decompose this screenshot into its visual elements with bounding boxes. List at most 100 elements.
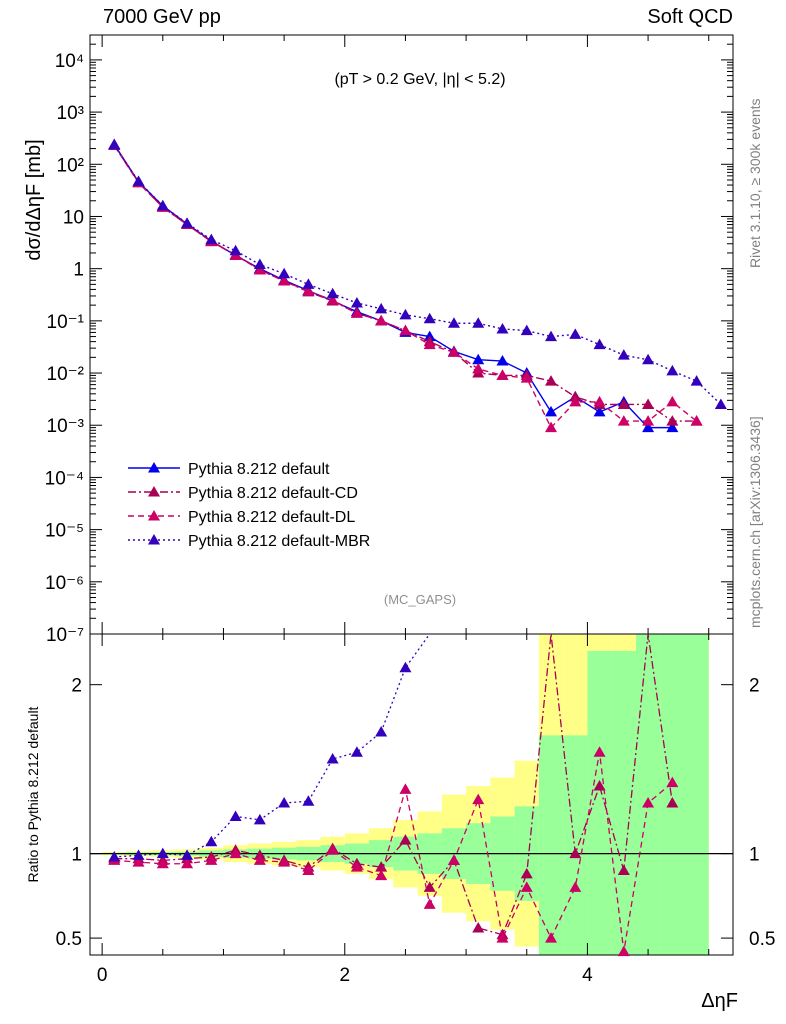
data-point [472,353,485,365]
band-inner-segment [660,634,685,955]
data-point [447,346,460,357]
data-point [326,753,339,764]
ratio-series-line [114,633,673,936]
band-inner-segment [587,650,612,955]
data-point [205,233,218,245]
data-point [666,415,679,426]
data-point [617,415,630,426]
series-line [113,145,697,422]
data-point [642,398,655,409]
data-point [253,854,266,865]
data-point [666,364,679,376]
main-y-axis: 10⁻⁷ 10⁻⁶ 10⁻⁵ 10⁻⁴ 10⁻³ 10⁻² 10⁻¹ 1 10 10² 10³ 10⁴ [45,34,733,646]
data-point [472,921,485,933]
ratio-series-2 [108,746,679,957]
data-point [399,308,412,320]
data-point [545,375,558,386]
data-point [520,867,533,879]
data-point [642,796,655,808]
data-point [302,864,315,876]
data-point [278,856,291,867]
data-point [132,175,145,186]
data-point [593,338,606,350]
data-point [278,796,291,808]
x-tick-label: 2 [339,965,350,986]
data-point [569,881,582,892]
x-axis-title: ΔηF [701,990,738,1012]
series-line [113,144,722,405]
y-tick-label: 10⁴ [55,51,84,72]
data-point [326,287,339,299]
data-point [375,725,388,737]
cut-annotation: (pT > 0.2 GeV, |η| < 5.2) [334,71,505,88]
data-point [666,796,679,808]
data-point [399,661,412,673]
data-point [666,395,679,407]
y-tick-label: 10⁻² [47,364,85,385]
data-point [181,849,194,860]
series-3 [108,139,703,433]
data-point [545,932,558,943]
data-point [593,780,606,791]
y-tick-label: 10⁻⁶ [45,573,84,594]
data-point [205,854,218,865]
data-point [278,275,291,286]
data-point [156,199,169,211]
x-tick-label: 0 [97,965,108,986]
data-point [617,398,630,409]
data-point [148,462,160,473]
data-point [132,849,145,860]
data-point [148,486,160,497]
y-tick-label: 1 [73,260,84,281]
data-point [545,421,558,433]
x-axis: 0 2 4 [97,35,710,986]
data-point [593,395,606,407]
series-4 [108,138,727,409]
band-inner-segment [635,634,661,955]
data-point [399,324,412,336]
ratio-y-axis: 0.5 0.5 1 1 2 2 [56,676,776,950]
data-point [520,372,533,383]
data-point [666,421,679,433]
y-tick-label: 10 [63,207,84,228]
data-point [156,847,169,859]
band-inner-segment [563,735,588,955]
y-tick-label: 10³ [57,103,84,124]
data-point [108,138,121,150]
data-point [617,349,630,360]
band-inner-segment [611,650,636,955]
data-point [181,217,194,228]
data-point [423,898,436,909]
data-point [642,353,655,365]
data-point [148,510,160,521]
data-point [496,355,509,366]
data-point [545,330,558,342]
data-point [423,881,436,892]
y-tick-label: 10² [57,155,84,176]
data-point [302,795,315,806]
data-point [617,864,630,876]
y-tick-label-right: 1 [749,845,760,866]
data-point [642,415,655,426]
y-tick-label: 2 [71,676,82,697]
data-point [132,856,145,867]
data-point [375,302,388,314]
legend-label: Pythia 8.212 default [188,461,330,478]
data-point [496,322,509,334]
data-point [375,314,388,326]
data-point [350,296,363,308]
legend: Pythia 8.212 default Pythia 8.212 default… [128,461,370,550]
data-point [690,415,703,426]
y-tick-label: 10⁻¹ [47,312,85,333]
data-point [229,244,242,256]
data-point [399,783,412,794]
y-tick-label: 10⁻³ [47,416,85,437]
data-point [472,317,485,328]
data-point [714,398,727,409]
data-point [229,810,242,821]
y-tick-label: 10⁻⁵ [45,521,84,542]
y-tick-label-right: 2 [749,676,760,697]
data-point [326,294,339,305]
data-point [520,881,533,892]
